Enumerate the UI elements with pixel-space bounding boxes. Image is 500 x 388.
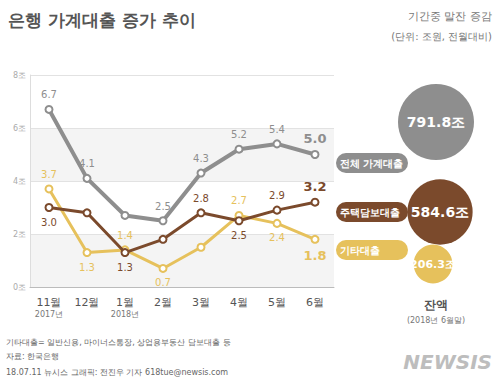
svg-text:기타대출= 일반신용, 마이너스통장, 상업용부동산 담보대: 기타대출= 일반신용, 마이너스통장, 상업용부동산 담보대출 등	[6, 338, 231, 347]
svg-text:잔액: 잔액	[424, 298, 448, 312]
svg-text:3월: 3월	[192, 296, 210, 309]
svg-text:전체 가계대출: 전체 가계대출	[340, 158, 403, 169]
svg-text:자료: 한국은행: 자료: 한국은행	[6, 352, 59, 361]
svg-text:206.3조: 206.3조	[410, 258, 456, 271]
svg-text:6조: 6조	[13, 124, 26, 133]
svg-text:0.7: 0.7	[155, 277, 171, 288]
svg-text:2.4: 2.4	[269, 232, 285, 243]
svg-text:주택담보대출: 주택담보대출	[340, 207, 400, 218]
svg-text:2.7: 2.7	[231, 195, 247, 206]
svg-text:2.5: 2.5	[231, 230, 247, 241]
svg-text:584.6조: 584.6조	[411, 204, 469, 220]
svg-text:12월: 12월	[75, 296, 100, 309]
svg-text:은행 가계대출 증가 추이: 은행 가계대출 증가 추이	[8, 10, 196, 30]
svg-text:791.8조: 791.8조	[407, 114, 465, 130]
svg-text:18.07.11 뉴시스 그래픽: 전진우 기자 618tu: 18.07.11 뉴시스 그래픽: 전진우 기자 618tue@newsis.c…	[6, 368, 228, 377]
svg-text:(단위: 조원, 전월대비): (단위: 조원, 전월대비)	[391, 31, 492, 42]
svg-text:2.5: 2.5	[155, 201, 171, 212]
svg-text:3.0: 3.0	[41, 217, 57, 228]
svg-text:NEWSIS: NEWSIS	[403, 350, 492, 374]
svg-text:4월: 4월	[230, 296, 248, 309]
svg-text:2조: 2조	[13, 230, 26, 239]
svg-text:0조: 0조	[13, 283, 26, 292]
svg-text:11월: 11월	[37, 296, 62, 309]
svg-text:5월: 5월	[268, 296, 286, 309]
svg-text:4.1: 4.1	[79, 158, 95, 169]
svg-text:2.8: 2.8	[193, 193, 209, 204]
svg-text:기간중 말잔 증감: 기간중 말잔 증감	[408, 10, 492, 23]
svg-text:3.7: 3.7	[41, 169, 57, 180]
svg-text:8조: 8조	[13, 71, 26, 80]
svg-text:4조: 4조	[13, 177, 26, 186]
svg-text:1.8: 1.8	[303, 248, 326, 263]
svg-text:4.3: 4.3	[193, 153, 209, 164]
svg-text:2017년: 2017년	[35, 310, 63, 319]
svg-text:기타대출: 기타대출	[340, 245, 380, 256]
svg-text:5.4: 5.4	[269, 124, 285, 135]
svg-text:6.7: 6.7	[41, 89, 57, 100]
svg-text:1.4: 1.4	[117, 230, 133, 241]
svg-text:2018년: 2018년	[111, 310, 139, 319]
svg-text:5.2: 5.2	[231, 129, 247, 140]
svg-text:(2018년 6월말): (2018년 6월말)	[407, 316, 465, 325]
svg-text:6월: 6월	[306, 296, 324, 309]
svg-text:3.2: 3.2	[303, 179, 326, 194]
svg-text:5.0: 5.0	[303, 131, 326, 146]
svg-text:2.9: 2.9	[269, 190, 285, 201]
svg-text:1월: 1월	[116, 296, 134, 309]
svg-text:2월: 2월	[154, 296, 172, 309]
svg-text:1.3: 1.3	[117, 262, 133, 273]
svg-text:1.3: 1.3	[79, 262, 95, 273]
